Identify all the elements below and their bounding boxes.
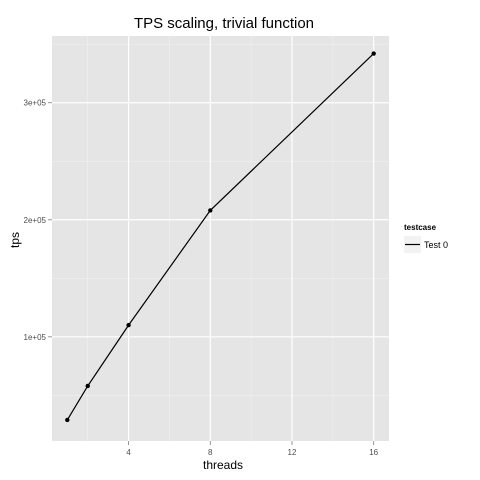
legend: testcase Test 0 (404, 223, 448, 253)
y-tick-label: 3e+05 (24, 99, 47, 108)
plot-panel (52, 36, 389, 441)
x-tick-label: 12 (288, 448, 297, 457)
y-axis-title: tps (8, 232, 22, 248)
x-tick-label: 16 (369, 448, 378, 457)
chart-title: TPS scaling, trivial function (134, 15, 314, 32)
data-point (65, 417, 70, 423)
data-point (371, 51, 376, 56)
legend-title: testcase (404, 223, 437, 232)
minor-gridlines (52, 36, 389, 441)
y-tick-label: 2e+05 (24, 216, 47, 225)
x-tick-label: 4 (126, 448, 131, 457)
data-point (208, 208, 213, 213)
x-tick-label: 8 (208, 448, 213, 457)
series-layer (65, 51, 376, 423)
x-axis: 4 8 12 16 (126, 441, 379, 457)
y-axis: 1e+05 2e+05 3e+05 (24, 99, 52, 342)
x-axis-title: threads (203, 458, 243, 472)
data-point (85, 383, 90, 389)
data-point (126, 322, 131, 328)
major-gridlines (52, 36, 389, 441)
legend-label-test-0: Test 0 (424, 240, 448, 250)
y-tick-label: 1e+05 (24, 333, 47, 342)
